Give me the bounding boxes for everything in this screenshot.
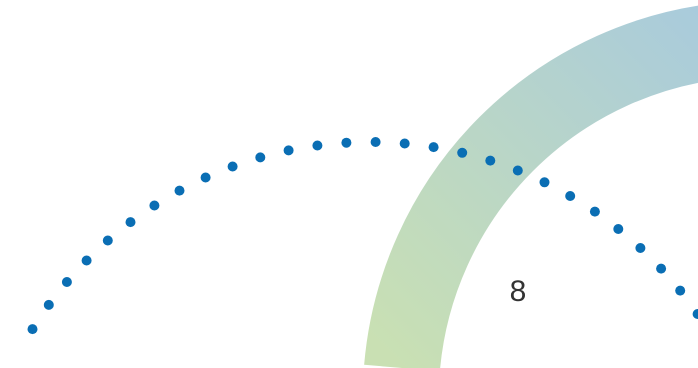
arc-dot — [457, 147, 468, 158]
arc-dot — [174, 185, 185, 196]
arc-dot — [485, 155, 496, 166]
arc-dot — [565, 191, 576, 201]
arc-dot — [125, 217, 136, 228]
arc-dot — [428, 142, 439, 153]
arc-dot — [370, 137, 381, 147]
arc-dot — [635, 243, 646, 253]
arc-dot — [81, 255, 92, 266]
arc-dot — [656, 263, 667, 274]
arc-dot — [43, 299, 54, 310]
arc-dot — [227, 161, 238, 172]
arc-dot — [512, 165, 523, 176]
arc-dot — [312, 140, 323, 151]
arc-dot — [675, 285, 686, 296]
gradient-ring-arc — [364, 5, 698, 368]
arc-dot — [341, 137, 352, 148]
arc-dot — [539, 177, 550, 188]
arc-dot — [399, 138, 410, 149]
arc-dot — [27, 324, 38, 335]
page-number: 8 — [509, 275, 527, 308]
arc-dot — [613, 224, 624, 234]
arc-dot — [255, 152, 266, 163]
dotted-arc — [27, 137, 698, 335]
arc-dot — [102, 235, 113, 246]
arc-dot — [149, 200, 160, 211]
arc-dot — [589, 206, 600, 217]
arc-dot — [200, 172, 211, 183]
arc-dot — [692, 309, 698, 319]
arc-dot — [61, 277, 72, 287]
arc-dot — [283, 145, 294, 156]
